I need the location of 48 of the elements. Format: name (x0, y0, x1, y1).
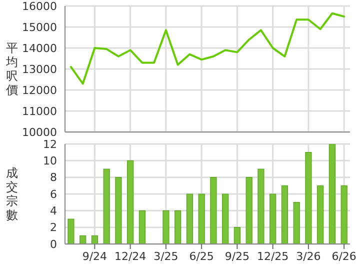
bar (281, 185, 288, 244)
y-tick-label: 14000 (22, 42, 57, 55)
y-tick-label: 15000 (22, 20, 57, 34)
bar (127, 160, 134, 244)
x-tick-label: 9/24 (82, 250, 108, 263)
bar (91, 235, 98, 244)
bar (234, 227, 241, 244)
bar (103, 168, 110, 244)
y-axis-title: 平均呎價 (6, 41, 18, 97)
bar (305, 152, 312, 244)
y-tick-label: 6 (50, 188, 57, 201)
x-tick-label: 12/25 (256, 250, 289, 263)
y-tick-label: 13000 (22, 62, 57, 76)
bar (246, 177, 252, 244)
bar (174, 210, 182, 244)
bar (317, 185, 324, 244)
y-tick-label: 16000 (22, 0, 57, 13)
bar (162, 210, 170, 244)
line-series (70, 12, 346, 85)
bar (138, 210, 146, 244)
x-tick-label: 6/26 (332, 250, 356, 263)
bar (270, 194, 276, 244)
bar (258, 168, 264, 244)
y-tick-label: 11000 (22, 104, 57, 118)
y-tick-label: 10000 (22, 126, 57, 139)
x-tick-label: 6/25 (189, 250, 214, 263)
x-tick-label: 12/24 (114, 250, 146, 263)
y-tick-label: 10 (43, 154, 57, 168)
y-tick-label: 0 (50, 238, 57, 251)
bar (328, 144, 336, 244)
y-axis-title: 成交宗數 (6, 166, 18, 222)
bar (115, 177, 122, 244)
y-tick-label: 12 (43, 138, 57, 151)
x-tick-label: 3/26 (296, 250, 321, 263)
bar (210, 177, 217, 244)
bar (340, 185, 348, 244)
bar (198, 194, 205, 244)
bar (222, 194, 229, 244)
x-tick-label: 9/25 (224, 250, 250, 263)
y-tick-label: 2 (50, 221, 57, 234)
y-tick-label: 8 (50, 171, 57, 184)
bar (186, 194, 194, 244)
y-tick-label: 12000 (22, 84, 57, 97)
y-tick-label: 4 (50, 204, 57, 218)
bar (293, 202, 300, 244)
x-tick-label: 3/25 (154, 250, 178, 263)
bar (80, 235, 86, 244)
bar (68, 218, 74, 244)
